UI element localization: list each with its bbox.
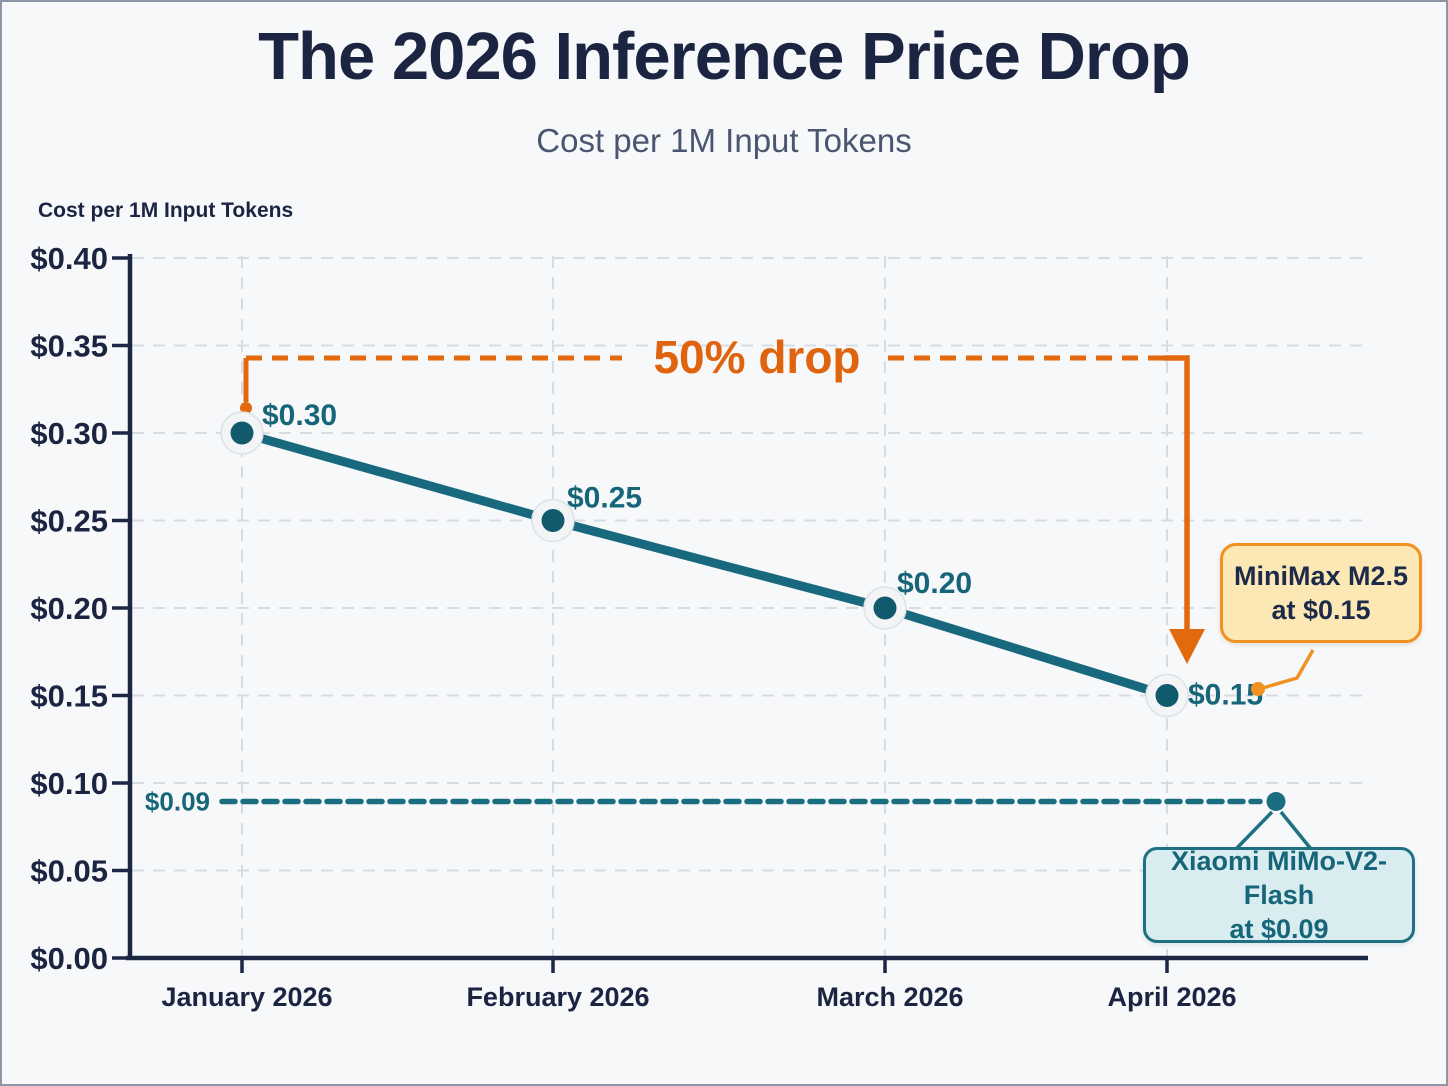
y-tick-label: $0.00 bbox=[30, 941, 108, 976]
data-point bbox=[873, 596, 897, 620]
data-point-value-label: $0.15 bbox=[1188, 679, 1263, 712]
data-point bbox=[1155, 684, 1179, 707]
y-tick-label: $0.35 bbox=[30, 329, 108, 364]
page-title: The 2026 Inference Price Drop bbox=[258, 19, 1191, 94]
baseline-end-dot bbox=[1266, 792, 1286, 811]
data-point bbox=[541, 509, 565, 532]
xiaomi-connector-right bbox=[1279, 810, 1313, 851]
xiaomi-callout: Xiaomi MiMo-V2-Flash at $0.09 bbox=[1143, 846, 1415, 944]
xiaomi-callout-model: Xiaomi MiMo-V2-Flash bbox=[1170, 846, 1387, 910]
y-tick-label: $0.40 bbox=[30, 241, 108, 276]
minimax-callout: MiniMax M2.5 at $0.15 bbox=[1220, 543, 1422, 643]
baseline-value-label: $0.09 bbox=[145, 787, 210, 817]
x-tick-label: April 2026 bbox=[1107, 982, 1236, 1012]
data-point-value-label: $0.20 bbox=[897, 567, 972, 600]
drop-annotation-label: 50% drop bbox=[653, 331, 861, 383]
y-tick-label: $0.05 bbox=[30, 854, 108, 889]
y-tick-label: $0.15 bbox=[30, 679, 108, 714]
xiaomi-connector-left bbox=[1234, 810, 1274, 851]
data-point bbox=[230, 421, 254, 445]
y-axis-title: Cost per 1M Input Tokens bbox=[38, 199, 294, 222]
minimax-connector-dot bbox=[1251, 682, 1265, 696]
minimax-callout-price: at $0.15 bbox=[1271, 595, 1371, 625]
minimax-connector bbox=[1258, 649, 1315, 691]
drop-annotation-arrowhead bbox=[1169, 629, 1205, 664]
price-series-line bbox=[237, 428, 1172, 700]
data-point-value-label: $0.30 bbox=[262, 399, 337, 432]
x-tick-label: March 2026 bbox=[816, 982, 963, 1012]
drop-annotation-arrow-shaft bbox=[1164, 355, 1190, 630]
minimax-callout-model: MiniMax M2.5 bbox=[1233, 561, 1409, 591]
xiaomi-callout-price: at $0.09 bbox=[1229, 914, 1329, 944]
x-tick-label: February 2026 bbox=[466, 982, 649, 1012]
drop-annotation-left-dot bbox=[240, 402, 252, 414]
x-tick-label: January 2026 bbox=[161, 982, 332, 1012]
page-subtitle: Cost per 1M Input Tokens bbox=[536, 122, 912, 159]
y-tick-label: $0.20 bbox=[30, 591, 108, 626]
y-tick-label: $0.10 bbox=[30, 766, 108, 801]
y-tick-label: $0.30 bbox=[30, 416, 108, 451]
y-tick-label: $0.25 bbox=[30, 504, 108, 539]
data-point-value-label: $0.25 bbox=[567, 482, 642, 515]
